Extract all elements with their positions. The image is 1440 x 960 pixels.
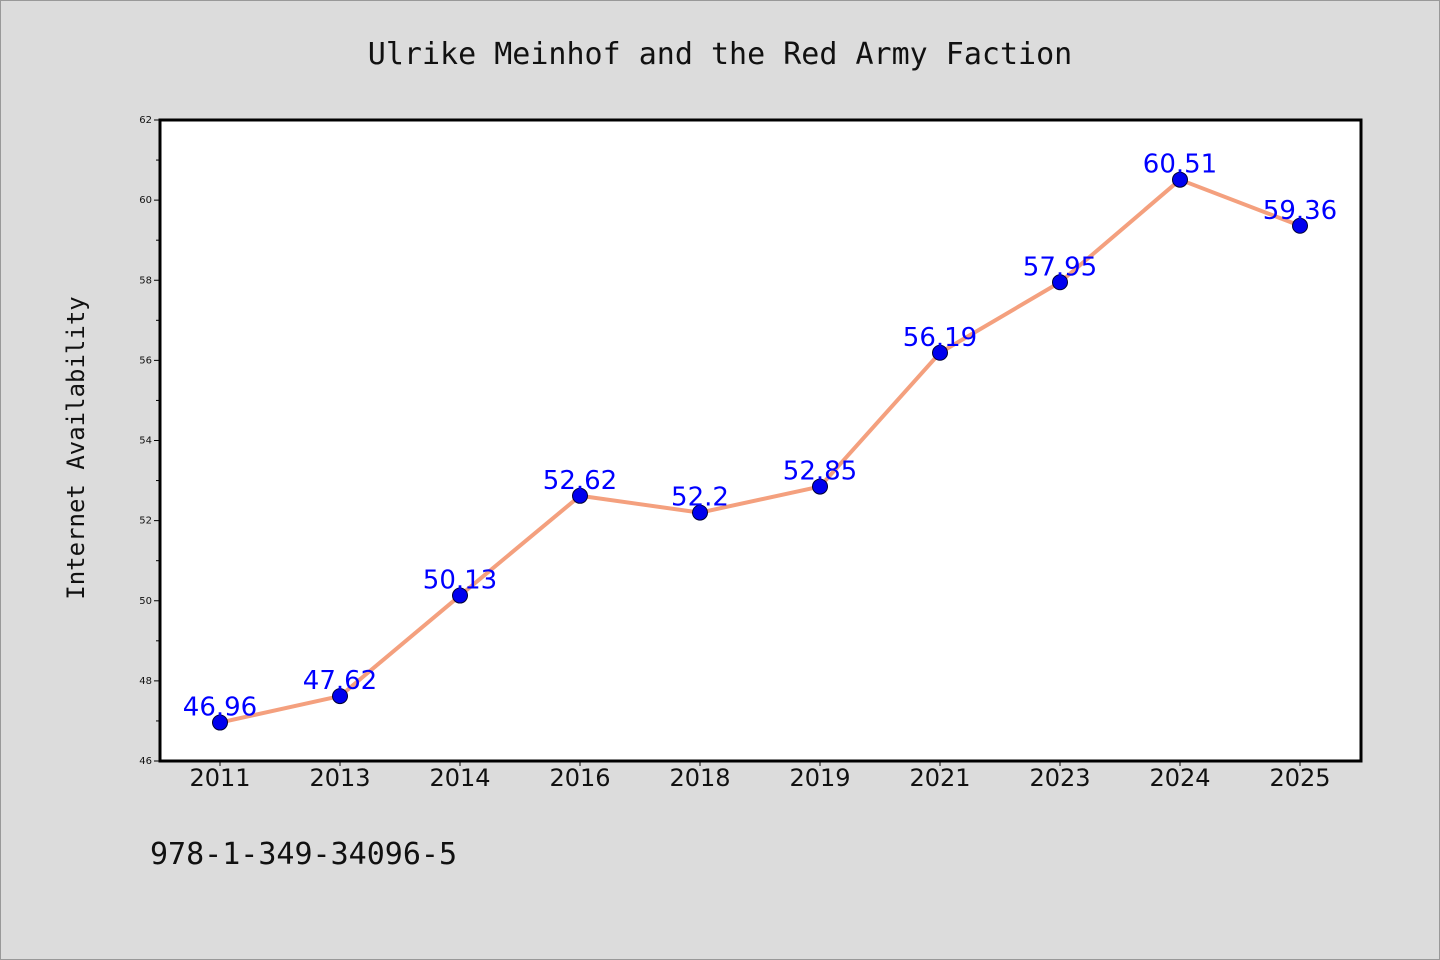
y-tick-label: 58 <box>139 275 152 286</box>
x-tick-label: 2016 <box>549 764 610 792</box>
data-point <box>692 504 708 521</box>
plot-area <box>158 118 1363 763</box>
y-axis: 46 48 50 52 54 56 58 60 62 <box>139 115 160 767</box>
y-tick-label: 52 <box>139 516 152 527</box>
data-label: 46.96 <box>183 693 257 723</box>
data-point <box>332 688 348 705</box>
x-tick-label: 2019 <box>789 764 850 792</box>
data-label: 50.13 <box>423 566 497 596</box>
series-line <box>219 177 1301 725</box>
data-point <box>572 487 588 504</box>
data-point <box>212 714 228 731</box>
x-tick-label: 2023 <box>1029 764 1090 792</box>
data-label: 47.62 <box>303 666 377 696</box>
data-labels: 46.96 47.62 50.13 52.62 52.2 52.85 56.19 57.95 6… <box>183 150 1337 723</box>
data-label: 59.36 <box>1263 196 1337 226</box>
data-point <box>452 587 468 604</box>
y-axis-label: Internet Availability <box>62 296 90 599</box>
x-tick-label: 2024 <box>1149 764 1210 792</box>
x-tick-label: 2013 <box>309 764 370 792</box>
x-tick-label: 2018 <box>669 764 730 792</box>
x-tick-label: 2021 <box>909 764 970 792</box>
data-label: 60.51 <box>1143 150 1217 180</box>
data-point <box>932 344 948 361</box>
data-point <box>1292 217 1308 234</box>
y-tick-label: 50 <box>139 596 152 607</box>
x-tick-label: 2011 <box>189 764 250 792</box>
data-point <box>1052 274 1068 291</box>
y-tick-label: 46 <box>139 756 152 767</box>
y-tick-label: 62 <box>139 115 152 126</box>
y-tick-label: 56 <box>139 355 152 366</box>
x-tick-label: 2025 <box>1269 764 1330 792</box>
data-point <box>1172 171 1188 188</box>
isbn-text: 978-1-349-34096-5 <box>150 837 457 872</box>
chart-title: Ulrike Meinhof and the Red Army Faction <box>368 37 1072 72</box>
x-axis: 2011 2013 2014 2016 2018 2019 2021 2023 2024 2025 <box>189 761 1331 792</box>
y-tick-label: 48 <box>139 676 152 687</box>
data-label: 52.2 <box>671 483 729 513</box>
x-tick-label: 2014 <box>429 764 490 792</box>
data-point <box>812 478 828 495</box>
data-label: 52.85 <box>783 457 857 487</box>
data-label: 56.19 <box>903 323 977 353</box>
data-label: 52.62 <box>543 466 617 496</box>
data-label: 57.95 <box>1023 252 1097 282</box>
y-tick-label: 60 <box>139 195 152 206</box>
series-layer <box>212 171 1308 731</box>
y-tick-label: 54 <box>139 436 152 447</box>
